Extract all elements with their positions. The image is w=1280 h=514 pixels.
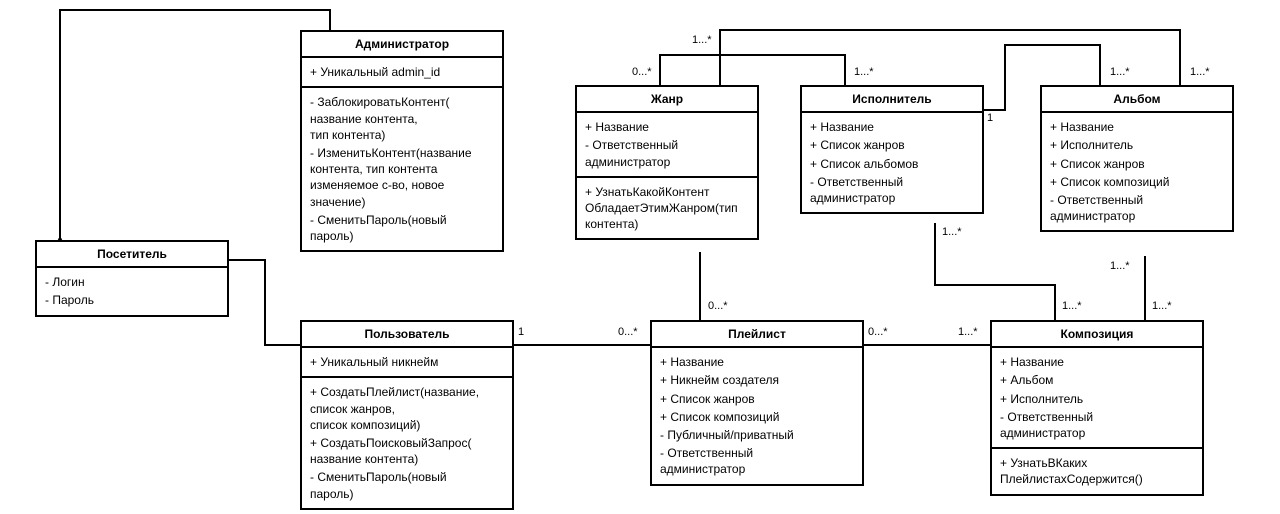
mult-user-right: 1: [516, 326, 526, 338]
class-section: + УзнатьВКаких ПлейлистахСодержится(): [992, 449, 1202, 493]
class-row: + Список жанров: [810, 137, 974, 153]
class-row: - Публичный/приватный: [660, 427, 854, 443]
class-row: + Название: [1050, 119, 1224, 135]
mult-playlist-right: 0...*: [866, 326, 890, 338]
mult-playlist-top: 0...*: [706, 300, 730, 312]
class-section: + Название + Никнейм создателя + Список жа…: [652, 348, 862, 483]
class-row: + Название: [660, 354, 854, 370]
class-section: + Название + Список жанров + Список альбом…: [802, 113, 982, 212]
class-title: Жанр: [577, 87, 757, 113]
class-section: + Название + Исполнитель + Список жанров + …: [1042, 113, 1232, 230]
class-row: + Альбом: [1000, 372, 1194, 388]
mult-album-top-right: 1...*: [1188, 66, 1212, 78]
class-row: + Список жанров: [1050, 156, 1224, 172]
class-section: + УзнатьКакойКонтент ОбладаетЭтимЖанром(…: [577, 178, 757, 239]
class-genre: Жанр + Название - Ответственный администра…: [575, 85, 759, 240]
mult-track-top-l: 1...*: [1060, 300, 1084, 312]
class-title: Посетитель: [37, 242, 227, 268]
mult-track-left: 1...*: [956, 326, 980, 338]
class-row: - Ответственный администратор: [810, 174, 974, 206]
mult-album-bot: 1...*: [1108, 260, 1132, 272]
class-row: - СменитьПароль(новый пароль): [310, 469, 504, 501]
class-playlist: Плейлист + Название + Никнейм создателя + С…: [650, 320, 864, 486]
class-section: + Название - Ответственный администратор: [577, 113, 757, 178]
mult-artist-right: 1: [985, 112, 995, 124]
edge-user-inherits-visitor: [225, 260, 300, 345]
mult-playlist-left: 0...*: [616, 326, 640, 338]
class-track: Композиция + Название + Альбом + Исполнител…: [990, 320, 1204, 496]
class-row: + Список композиций: [660, 409, 854, 425]
mult-genre-top-left: 0...*: [630, 66, 654, 78]
class-title: Администратор: [302, 32, 502, 58]
class-title: Пользователь: [302, 322, 512, 348]
class-row: + СоздатьПлейлист(название, список жанро…: [310, 384, 504, 433]
class-row: + Название: [1000, 354, 1194, 370]
class-row: + Исполнитель: [1050, 137, 1224, 153]
class-section: - ЗаблокироватьКонтент( название контент…: [302, 88, 502, 250]
class-artist: Исполнитель + Название + Список жанров + Сп…: [800, 85, 984, 214]
class-row: + Исполнитель: [1000, 391, 1194, 407]
class-visitor: Посетитель - Логин - Пароль: [35, 240, 229, 317]
mult-album-top: 1...*: [1108, 66, 1132, 78]
class-row: + Никнейм создателя: [660, 372, 854, 388]
edge-genre-artist: [660, 55, 845, 85]
class-row: + УзнатьКакойКонтент ОбладаетЭтимЖанром(…: [585, 184, 749, 233]
class-row: + Название: [810, 119, 974, 135]
class-row: - Пароль: [45, 292, 219, 308]
class-row: + Уникальный никнейм: [310, 354, 504, 370]
edge-admin-inherits-visitor: [60, 10, 330, 240]
class-row: + Список жанров: [660, 391, 854, 407]
class-row: - Ответственный администратор: [1050, 192, 1224, 224]
class-title: Исполнитель: [802, 87, 982, 113]
class-section: + Уникальный admin_id: [302, 58, 502, 88]
mult-genre-top-right: 1...*: [690, 34, 714, 46]
class-row: - Ответственный администратор: [585, 137, 749, 169]
class-row: - Ответственный администратор: [660, 445, 854, 477]
class-user: Пользователь + Уникальный никнейм + Создат…: [300, 320, 514, 510]
class-row: + СоздатьПоисковыйЗапрос( название конте…: [310, 435, 504, 467]
class-title: Альбом: [1042, 87, 1232, 113]
class-title: Плейлист: [652, 322, 862, 348]
class-section: + Уникальный никнейм: [302, 348, 512, 378]
mult-track-top-r: 1...*: [1150, 300, 1174, 312]
class-row: - Логин: [45, 274, 219, 290]
class-row: + Список композиций: [1050, 174, 1224, 190]
class-row: - Ответственный администратор: [1000, 409, 1194, 441]
class-row: + Уникальный admin_id: [310, 64, 494, 80]
class-row: + Название: [585, 119, 749, 135]
class-album: Альбом + Название + Исполнитель + Список жа…: [1040, 85, 1234, 232]
class-section: + Название + Альбом + Исполнитель - Ответст…: [992, 348, 1202, 449]
class-row: - СменитьПароль(новый пароль): [310, 212, 494, 244]
class-admin: Администратор + Уникальный admin_id - Забл…: [300, 30, 504, 252]
mult-artist-top: 1...*: [852, 66, 876, 78]
class-section: - Логин - Пароль: [37, 268, 227, 314]
class-row: - ЗаблокироватьКонтент( название контент…: [310, 94, 494, 143]
class-row: + УзнатьВКаких ПлейлистахСодержится(): [1000, 455, 1194, 487]
class-row: - ИзменитьКонтент(название контента, тип…: [310, 145, 494, 210]
class-title: Композиция: [992, 322, 1202, 348]
mult-artist-bot: 1...*: [940, 226, 964, 238]
diagram-canvas: Посетитель - Логин - Пароль Администратор +…: [0, 0, 1280, 514]
class-section: + СоздатьПлейлист(название, список жанро…: [302, 378, 512, 507]
class-row: + Список альбомов: [810, 156, 974, 172]
